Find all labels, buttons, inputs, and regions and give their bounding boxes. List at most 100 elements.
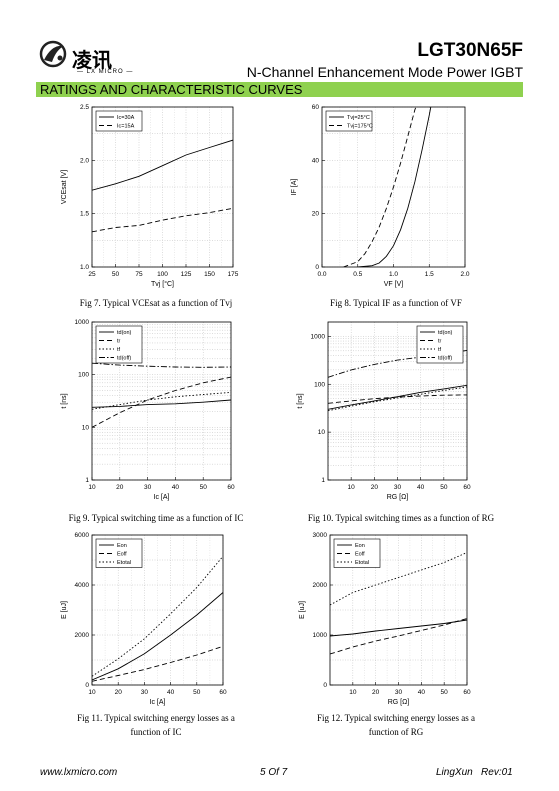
chart5-x-tick-label: 20: [115, 689, 123, 696]
chart2-y-tick-label: 0: [315, 264, 319, 271]
chart2-x-tick-label: 0.0: [317, 271, 326, 278]
chart2-legend-box: [325, 110, 373, 132]
chart1-y-tick-label: 1.5: [80, 211, 89, 218]
chart1-x-tick-label: 150: [204, 271, 215, 278]
chart1-legend-box: [95, 110, 143, 132]
chart1-x-tick-label: 50: [112, 271, 120, 278]
chart6-series-2-line: [330, 618, 467, 655]
chart4-x-tick-label: 20: [371, 484, 379, 491]
chart1-y-tick-label: 1.0: [80, 264, 89, 271]
chart6-x-tick-label: 10: [349, 689, 357, 696]
chart1-x-axis-label: Tvj [°C]: [151, 280, 174, 288]
chart4-series-3-line: [328, 386, 467, 412]
chart3-series-3-line: [92, 391, 231, 410]
chart1-y-tick-label: 2.5: [80, 104, 89, 111]
fig7-caption: Fig 7. Typical VCEsat as a function of T…: [79, 298, 233, 308]
chart1-x-tick-label: 25: [88, 271, 96, 278]
chart4-y-tick-label: 100: [314, 381, 325, 388]
chart3-y-axis-label: t [ns]: [61, 393, 68, 408]
chart3-x-tick-label: 50: [200, 484, 208, 491]
chart6-x-tick-label: 60: [463, 689, 471, 696]
fig11-caption-line1: Fig 11. Typical switching energy losses …: [77, 713, 235, 723]
chart1-x-tick-label: 75: [135, 271, 143, 278]
fig11-caption-line2: function of IC: [130, 727, 182, 737]
chart3-y-tick-label: 100: [78, 372, 89, 379]
chart1-x-tick-label: 175: [228, 271, 239, 278]
chart6-legend-label-2: Eoff: [355, 552, 365, 558]
chart3-legend-label-1: td(on): [117, 330, 132, 336]
chart5-series-1-line: [92, 592, 223, 681]
chart5-y-axis-label: E [uJ]: [61, 601, 68, 619]
chart6-y-tick-label: 2000: [313, 582, 328, 589]
chart6-x-tick-label: 30: [395, 689, 403, 696]
chart1-y-tick-label: 2.0: [80, 157, 89, 164]
chart4-x-tick-label: 40: [417, 484, 425, 491]
chart2-x-tick-label: 0.5: [353, 271, 362, 278]
chart5-y-tick-label: 2000: [75, 632, 90, 639]
chart1-legend-label-1: Ic=30A: [117, 115, 135, 121]
chart3-x-tick-label: 40: [172, 484, 180, 491]
chart4-legend-label-2: tr: [438, 339, 442, 345]
chart6-x-axis-label: RG [Ω]: [388, 699, 410, 706]
chart2-y-axis-label: IF [A]: [291, 179, 298, 196]
chart5-series-2-line: [92, 645, 223, 682]
logo-chinese-text: 凌讯: [72, 48, 112, 72]
chart4-series-2-line: [328, 394, 467, 404]
chart6-x-tick-label: 20: [372, 689, 380, 696]
chart3-y-tick-label: 10: [82, 424, 90, 431]
chart3-y-tick-label: 1000: [75, 319, 90, 326]
chart4-y-axis-label: t [ns]: [297, 393, 304, 408]
chart5-legend-label-1: Eon: [117, 543, 127, 549]
chart4-y-tick-label: 10: [318, 429, 326, 436]
chart2-y-tick-label: 20: [312, 211, 320, 218]
fig9-caption: Fig 9. Typical switching time as a funct…: [68, 513, 244, 523]
chart4-x-axis-label: RG [Ω]: [387, 494, 409, 501]
footer-website-link[interactable]: www.lxmicro.com: [40, 767, 118, 778]
chart3-legend-label-2: tr: [117, 339, 121, 345]
chart2-y-tick-label: 40: [312, 157, 320, 164]
chart2-y-tick-label: 60: [312, 104, 320, 111]
chart3-series-4-line: [92, 362, 231, 368]
chart3-legend-label-4: td(off): [117, 356, 131, 362]
chart2-x-tick-label: 1.0: [389, 271, 398, 278]
chart5-x-tick-label: 10: [88, 689, 96, 696]
chart4-y-tick-label: 1: [321, 477, 325, 484]
chart1-legend-label-2: Ic=15A: [117, 124, 135, 130]
chart1-y-axis-label: VCEsat [V]: [61, 170, 68, 204]
fig12-caption-line1: Fig 12. Typical switching energy losses …: [316, 713, 476, 723]
chart4-legend-label-1: td(on): [438, 330, 453, 336]
chart5-legend-label-3: Etotal: [117, 560, 131, 566]
chart5-y-tick-label: 0: [85, 682, 89, 689]
chart3-x-tick-label: 60: [227, 484, 235, 491]
chart2-series-1-line: [357, 107, 432, 267]
chart4-legend-label-3: tf: [438, 347, 442, 353]
chart5-y-tick-label: 4000: [75, 582, 90, 589]
chart3-x-tick-label: 10: [88, 484, 96, 491]
chart6-legend-label-1: Eon: [355, 543, 365, 549]
chart3-x-axis-label: Ic [A]: [154, 494, 170, 501]
chart5-series-3-line: [92, 556, 223, 677]
chart5-legend-label-2: Eoff: [117, 552, 127, 558]
chart1-x-tick-label: 100: [157, 271, 168, 278]
chart4-x-tick-label: 30: [394, 484, 402, 491]
logo-english-text: — LX MICRO —: [77, 69, 134, 75]
chart2-legend-label-2: Tvj=175°C: [347, 124, 373, 130]
footer-company-rev: LingXun Rev:01: [436, 767, 513, 778]
chart5-x-axis-label: Ic [A]: [150, 699, 166, 706]
chart5-x-tick-label: 30: [141, 689, 149, 696]
chart4-series-1-line: [328, 384, 467, 410]
chart1-series-1-line: [92, 139, 233, 191]
chart3-series-2-line: [92, 376, 231, 428]
fig10-caption: Fig 10. Typical switching times as a fun…: [307, 513, 495, 523]
chart2-legend-label-1: Tvj=25°C: [347, 115, 370, 121]
chart4-x-tick-label: 10: [348, 484, 356, 491]
chart3-series-1-line: [92, 399, 231, 408]
chart6-series-3-line: [330, 552, 467, 606]
section-band: [36, 82, 523, 97]
chart5-x-tick-label: 60: [219, 689, 227, 696]
chart4-y-tick-label: 1000: [311, 333, 326, 340]
chart4-x-tick-label: 50: [440, 484, 448, 491]
chart4-legend-label-4: td(off): [438, 356, 452, 362]
chart2-x-axis-label: VF [V]: [384, 281, 404, 288]
